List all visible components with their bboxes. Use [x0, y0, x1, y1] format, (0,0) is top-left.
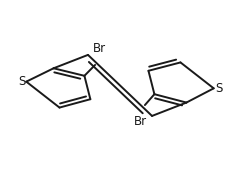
- Text: S: S: [18, 75, 25, 88]
- Text: S: S: [215, 82, 222, 95]
- Text: Br: Br: [134, 115, 147, 128]
- Text: Br: Br: [93, 42, 106, 55]
